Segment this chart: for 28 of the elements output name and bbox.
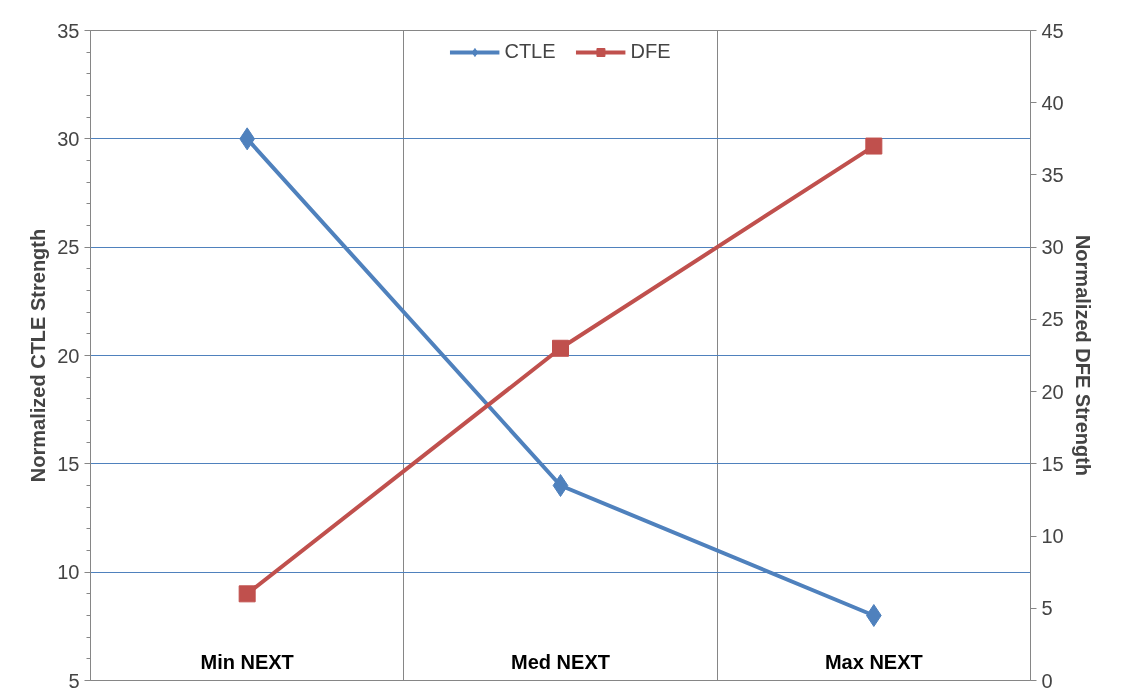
- point: [552, 474, 569, 497]
- legend-label: DFE: [630, 40, 671, 63]
- x-tick-label: Max NEXT: [824, 650, 923, 673]
- y-tick-label: 20: [57, 344, 80, 367]
- x-tick-label: Med NEXT: [511, 650, 610, 673]
- y2-tick-label: 30: [1041, 236, 1064, 259]
- y2-tick-label: 45: [1041, 19, 1064, 42]
- y2-tick-label: 25: [1041, 308, 1064, 331]
- y2-tick-label: 35: [1041, 163, 1064, 186]
- y-tick-label: 35: [57, 19, 80, 42]
- point: [865, 137, 883, 155]
- y-axis-title: Normalized CTLE Strength: [27, 228, 50, 483]
- y-tick-label: 30: [57, 127, 80, 150]
- y-tick-label: 5: [68, 669, 80, 692]
- x-tick-label: Min NEXT: [200, 650, 294, 673]
- legend-label: CTLE: [504, 40, 556, 63]
- y2-tick-label: 20: [1041, 380, 1064, 403]
- y-tick-label: 10: [57, 561, 80, 584]
- y2-axis-title: Normalized DFE Strength: [1071, 234, 1094, 477]
- y-tick-label: 15: [57, 452, 80, 475]
- y2-tick-label: 5: [1041, 597, 1053, 620]
- y2-tick-label: 0: [1041, 669, 1053, 692]
- y2-tick-label: 40: [1041, 91, 1064, 114]
- point: [552, 339, 569, 357]
- y2-tick-label: 10: [1041, 525, 1064, 548]
- point: [238, 585, 256, 603]
- y2-tick-label: 15: [1041, 452, 1064, 475]
- y-tick-label: 25: [57, 236, 80, 259]
